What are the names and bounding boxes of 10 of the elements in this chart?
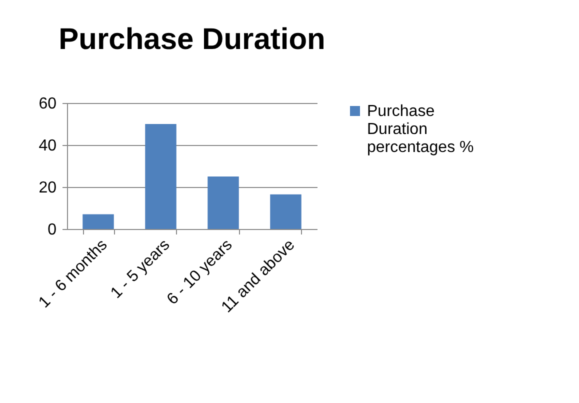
legend-label: Purchase Duration percentages % bbox=[367, 103, 474, 156]
y-tick-label: 0 bbox=[48, 222, 57, 238]
bar bbox=[208, 176, 239, 229]
y-tick-label: 40 bbox=[38, 138, 57, 154]
bar bbox=[270, 194, 302, 229]
bar bbox=[145, 124, 176, 229]
y-tick-label: 20 bbox=[38, 180, 57, 196]
bar bbox=[82, 214, 114, 229]
y-tick-label: 60 bbox=[38, 96, 57, 112]
chart-title: Purchase Duration bbox=[58, 23, 326, 56]
